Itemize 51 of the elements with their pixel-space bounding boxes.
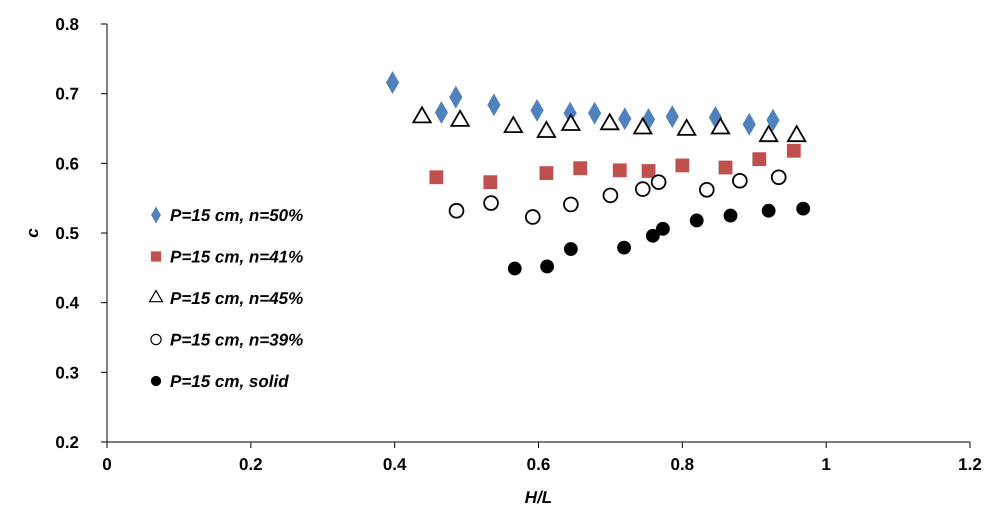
y-tick-label: 0.7 <box>55 84 79 104</box>
point <box>508 262 522 276</box>
point <box>612 163 627 178</box>
y-tick-label: 0.8 <box>55 14 79 34</box>
point <box>573 161 588 176</box>
point <box>540 166 554 180</box>
legend-label: P=15 cm, n=39% <box>170 330 304 350</box>
y-tick-label: 0.4 <box>55 294 80 313</box>
point <box>634 181 651 197</box>
point <box>540 260 554 274</box>
point <box>646 228 660 243</box>
point <box>483 195 499 211</box>
legend-label: P=15 cm, n=45% <box>170 288 304 308</box>
legend-label: P=15 cm, solid <box>170 372 290 391</box>
x-tick-label: 0 <box>102 455 112 474</box>
legend-label: P=15 cm, n=41% <box>170 247 304 266</box>
point <box>564 242 578 256</box>
point <box>602 188 618 204</box>
point <box>718 160 732 174</box>
point <box>752 152 766 166</box>
point <box>786 144 801 158</box>
point <box>770 169 787 186</box>
point <box>698 182 715 198</box>
y-tick-label: 0.5 <box>55 224 79 243</box>
point <box>563 196 579 212</box>
x-axis-title: H/L <box>524 488 552 507</box>
legend-label: P=15 cm, n=50% <box>170 206 304 225</box>
point <box>656 222 670 236</box>
point <box>762 204 776 218</box>
point <box>483 175 498 190</box>
point <box>796 202 810 216</box>
point <box>732 172 748 189</box>
y-tick-label: 0.3 <box>55 363 79 382</box>
x-tick-label: 1.2 <box>958 455 982 474</box>
x-tick-label: 0.6 <box>526 455 550 474</box>
point <box>524 209 541 225</box>
x-tick-label: 0.2 <box>239 455 263 474</box>
point <box>650 174 666 190</box>
y-axis-title: c <box>23 228 42 238</box>
point <box>617 240 631 255</box>
point <box>448 202 464 219</box>
x-tick-label: 1 <box>821 455 831 474</box>
point <box>690 214 704 228</box>
point <box>429 170 444 184</box>
x-tick-label: 0.8 <box>670 455 694 474</box>
y-tick-label: 0.2 <box>55 432 79 452</box>
point <box>724 208 738 222</box>
y-tick-label: 0.6 <box>55 154 79 174</box>
x-tick-label: 0.4 <box>382 455 408 474</box>
point <box>642 164 656 178</box>
point <box>675 158 690 172</box>
